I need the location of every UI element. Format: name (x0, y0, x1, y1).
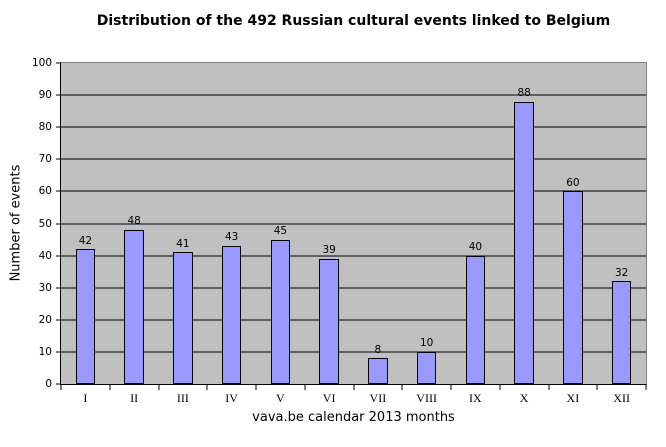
y-tick-mark (56, 383, 61, 385)
x-category-label: VII (369, 391, 387, 405)
x-axis-title: vava.be calendar 2013 months (252, 410, 455, 425)
x-tick-mark (255, 384, 257, 390)
y-tick-label: 0 (45, 377, 52, 390)
x-tick-mark (304, 384, 306, 390)
gridline (61, 351, 646, 353)
gridline (61, 255, 646, 257)
bar-X (514, 101, 534, 384)
y-tick-mark (56, 255, 61, 257)
bar-VI (319, 258, 339, 384)
y-tick-label: 40 (38, 249, 52, 262)
y-tick-mark (56, 287, 61, 289)
gridline (61, 190, 646, 192)
chart-title: Distribution of the 492 Russian cultural… (96, 13, 611, 29)
y-tick-label: 80 (38, 120, 52, 133)
x-category-label: III (176, 391, 189, 405)
bar-III (173, 252, 193, 384)
bar-value-label: 10 (419, 337, 434, 350)
x-category-label: I (83, 391, 88, 405)
bar-value-label: 42 (78, 234, 93, 247)
bar-VII (368, 358, 388, 384)
y-tick-mark (56, 94, 61, 96)
bar-V (270, 239, 291, 384)
y-tick-label: 100 (31, 56, 52, 69)
x-tick-mark (450, 384, 452, 390)
bar-value-label: 32 (614, 266, 629, 279)
bar-value-label: 48 (127, 215, 141, 228)
x-category-label: V (276, 391, 285, 405)
x-category-label: VIII (416, 391, 437, 405)
gridline (61, 94, 646, 96)
y-tick-label: 90 (38, 88, 52, 101)
gridline (61, 126, 646, 128)
x-category-label: XI (566, 391, 580, 405)
bar-value-label: 8 (374, 343, 382, 356)
y-tick-mark (56, 126, 61, 128)
x-tick-mark (499, 384, 501, 390)
x-tick-mark (548, 384, 549, 390)
bar-VIII (416, 351, 437, 384)
x-category-label: XII (613, 391, 630, 405)
x-category-label: X (519, 391, 529, 405)
y-tick-label: 70 (38, 153, 52, 166)
bar-value-label: 45 (273, 225, 288, 238)
gridline (61, 223, 646, 224)
bar-value-label: 88 (517, 87, 531, 100)
y-tick-mark (56, 158, 61, 160)
x-category-label: II (130, 391, 139, 405)
bar-XI (563, 191, 583, 384)
x-tick-mark (353, 384, 354, 390)
bar-XII (611, 281, 632, 384)
y-tick-mark (56, 351, 61, 353)
x-tick-mark (645, 384, 647, 390)
x-category-label: IV (225, 391, 238, 405)
y-tick-mark (56, 62, 61, 64)
bar-value-label: 40 (468, 241, 483, 254)
bar-value-label: 60 (566, 176, 580, 189)
y-tick-label: 10 (38, 345, 52, 358)
bar-II (124, 229, 144, 384)
x-category-label: VI (322, 391, 336, 405)
gridline (61, 319, 646, 321)
y-tick-mark (56, 223, 61, 224)
bar-value-label: 41 (176, 237, 190, 250)
y-tick-mark (56, 190, 61, 192)
x-tick-mark (401, 384, 403, 390)
y-tick-mark (56, 319, 61, 321)
bar-IV (221, 245, 242, 384)
x-tick-mark (158, 384, 159, 390)
y-tick-label: 60 (38, 185, 52, 198)
y-tick-label: 50 (38, 217, 52, 230)
bar-value-label: 43 (224, 231, 239, 244)
x-tick-mark (109, 384, 111, 390)
gridline (61, 287, 646, 289)
y-tick-label: 30 (38, 281, 52, 294)
x-category-label: IX (469, 391, 482, 405)
y-axis-title: Number of events (8, 164, 24, 282)
bar-I (75, 249, 96, 384)
x-tick-mark (60, 384, 62, 390)
x-tick-mark (596, 384, 598, 390)
x-tick-mark (206, 384, 208, 390)
gridline (61, 158, 646, 160)
y-tick-label: 20 (38, 313, 52, 326)
bar-IX (465, 255, 486, 384)
plot-area: 0 10 20 30 40 50 60 70 80 90 100 42 I 48 II 41 III 43 IV 45… (32, 58, 647, 404)
bar-value-label: 39 (322, 244, 336, 257)
